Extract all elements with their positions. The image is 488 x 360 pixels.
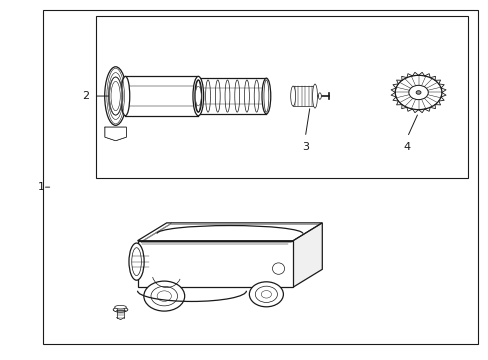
Ellipse shape — [143, 281, 184, 311]
Ellipse shape — [113, 307, 127, 312]
Ellipse shape — [312, 84, 317, 108]
Ellipse shape — [261, 291, 271, 298]
Ellipse shape — [318, 93, 321, 99]
Ellipse shape — [272, 263, 284, 274]
Ellipse shape — [408, 85, 427, 100]
Bar — [125, 76, 198, 116]
Bar — [42, 10, 477, 344]
Ellipse shape — [131, 248, 141, 275]
Ellipse shape — [129, 243, 144, 280]
Text: 4: 4 — [403, 143, 410, 153]
Bar — [96, 16, 467, 178]
Ellipse shape — [151, 286, 177, 306]
Ellipse shape — [157, 291, 171, 301]
Ellipse shape — [115, 305, 126, 309]
Bar — [292, 86, 314, 106]
Bar — [198, 78, 266, 114]
Ellipse shape — [255, 286, 277, 302]
Ellipse shape — [262, 78, 270, 114]
Ellipse shape — [290, 86, 295, 106]
Ellipse shape — [249, 282, 283, 307]
Ellipse shape — [104, 67, 126, 125]
Ellipse shape — [415, 91, 420, 94]
Ellipse shape — [193, 76, 203, 116]
Text: 1: 1 — [38, 182, 45, 192]
Ellipse shape — [121, 76, 129, 116]
Ellipse shape — [195, 80, 201, 112]
Text: 3: 3 — [301, 143, 308, 153]
Polygon shape — [137, 223, 322, 241]
Polygon shape — [292, 223, 322, 287]
Bar — [137, 241, 292, 287]
Text: 2: 2 — [81, 91, 89, 101]
Ellipse shape — [394, 75, 441, 110]
Ellipse shape — [109, 77, 122, 115]
Ellipse shape — [195, 86, 201, 106]
Polygon shape — [105, 127, 126, 141]
